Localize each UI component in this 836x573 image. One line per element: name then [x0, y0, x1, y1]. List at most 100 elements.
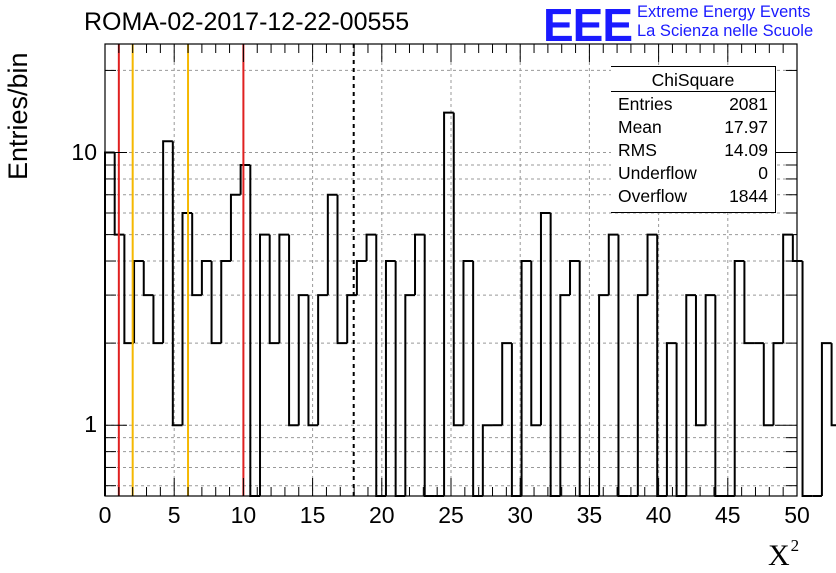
- histogram-bin: [743, 261, 755, 345]
- histogram-bin: [472, 261, 483, 497]
- histogram-bin: [297, 294, 309, 426]
- histogram-bin: [191, 213, 202, 297]
- logo-line-2: La Scienza nelle Scuole: [637, 22, 814, 40]
- histogram-bin: [782, 233, 793, 344]
- histogram-bin: [607, 233, 619, 296]
- logo-text: Extreme Energy Events La Scienza nelle S…: [637, 3, 813, 41]
- histogram-bin: [772, 342, 784, 426]
- histogram-bin: [520, 260, 532, 496]
- histogram-bin: [481, 424, 493, 496]
- histogram-bin: [598, 294, 609, 496]
- histogram-bin: [830, 343, 836, 427]
- reference-lines: [117, 44, 355, 496]
- axis-ticks: [104, 44, 798, 496]
- stats-row-rms: RMS 14.09: [618, 140, 768, 161]
- stats-row-underflow: Underflow 0: [618, 163, 768, 184]
- stats-label: Overflow: [618, 186, 688, 206]
- histogram-bin: [375, 234, 386, 497]
- histogram-bin: [104, 151, 115, 496]
- histogram-bin: [142, 261, 154, 297]
- histogram-bin: [762, 343, 774, 427]
- histogram-bin: [249, 164, 261, 497]
- x-tick-label: 50: [784, 502, 810, 528]
- histogram-bin: [801, 261, 813, 497]
- histogram-bin: [268, 234, 280, 345]
- histogram-bin: [133, 260, 144, 344]
- x-tick-label: 40: [645, 502, 672, 528]
- histogram-bin: [152, 295, 164, 345]
- stats-value: 0: [758, 163, 768, 183]
- histogram-bin: [578, 261, 590, 497]
- logo-line-1: Extreme Energy Events: [637, 3, 811, 21]
- histogram-bin: [733, 260, 745, 496]
- histogram-bin: [530, 261, 541, 427]
- histogram-bin: [259, 233, 270, 496]
- x-tick-label: 10: [230, 502, 257, 528]
- histogram-bin: [210, 261, 222, 345]
- stats-row-overflow: Overflow 1844: [618, 186, 768, 207]
- stats-row-entries: Entries 2081: [618, 94, 768, 115]
- histogram-bin: [307, 295, 319, 427]
- histogram-bin: [288, 234, 299, 427]
- histogram-bin: [229, 193, 241, 262]
- x-tick-label: 20: [369, 502, 395, 528]
- histogram-bin: [404, 294, 416, 496]
- histogram-bin: [636, 294, 648, 496]
- x-tick-label: 30: [507, 502, 533, 528]
- histogram-bin: [317, 294, 328, 426]
- y-tick-label: 10: [71, 138, 97, 165]
- histogram-bin: [365, 233, 377, 262]
- histogram-bin: [123, 234, 135, 345]
- stats-value: 2081: [729, 94, 768, 114]
- histogram-bin: [452, 112, 464, 427]
- x-tick-label: 25: [438, 502, 464, 528]
- y-axis-label: Entries/bin: [3, 52, 33, 180]
- histogram-bin: [791, 234, 803, 263]
- stats-label: RMS: [618, 140, 657, 160]
- histogram-bin: [510, 343, 522, 497]
- histogram-bin: [820, 342, 832, 496]
- y-tick-label: 1: [84, 411, 97, 438]
- x-tick-label: 15: [299, 502, 326, 528]
- histogram-bin: [384, 260, 396, 496]
- histogram-bin: [462, 260, 474, 426]
- stats-label: Mean: [618, 117, 662, 137]
- histogram-bin: [278, 233, 290, 344]
- histogram-bin: [501, 342, 512, 426]
- histogram-bin: [704, 294, 716, 426]
- stats-value: 1844: [729, 186, 768, 206]
- histogram-bin: [200, 260, 212, 296]
- histogram-bin: [549, 213, 561, 497]
- stats-row-mean: Mean 17.97: [618, 117, 768, 138]
- stats-label: Underflow: [618, 163, 697, 183]
- stats-box: ChiSquare Entries 2081 Mean 17.97 RMS 14.09…: [611, 66, 776, 213]
- run-title: ROMA-02-2017-12-22-00555: [84, 8, 410, 36]
- histogram-bin: [675, 343, 687, 497]
- histogram-bin: [162, 140, 173, 344]
- x-tick-label: 0: [98, 502, 112, 528]
- x-axis-label-superscript: 2: [790, 536, 800, 555]
- stats-label: Entries: [618, 94, 673, 114]
- histogram-bin: [355, 260, 367, 296]
- histogram-bin: [569, 260, 580, 296]
- histogram-bin: [336, 194, 348, 345]
- histogram-bin: [326, 193, 338, 296]
- histogram-bin: [617, 234, 629, 497]
- histogram-bin: [394, 261, 406, 497]
- x-tick-label: 45: [715, 502, 741, 528]
- histogram-bin: [665, 342, 677, 496]
- histogram-bin: [685, 294, 696, 496]
- eee-logo: EEE: [543, 0, 633, 51]
- histogram-bin: [539, 212, 551, 426]
- histogram-bin: [443, 111, 454, 496]
- histogram-bin: [171, 141, 183, 427]
- histogram-bin: [346, 294, 357, 344]
- x-tick-label: 35: [576, 502, 603, 528]
- histogram-bin: [414, 233, 425, 296]
- histogram-bin: [220, 260, 231, 344]
- x-axis-label: X2: [768, 536, 799, 573]
- stats-divider: [611, 91, 775, 92]
- histogram-bin: [423, 234, 435, 497]
- histogram-bin: [239, 163, 251, 195]
